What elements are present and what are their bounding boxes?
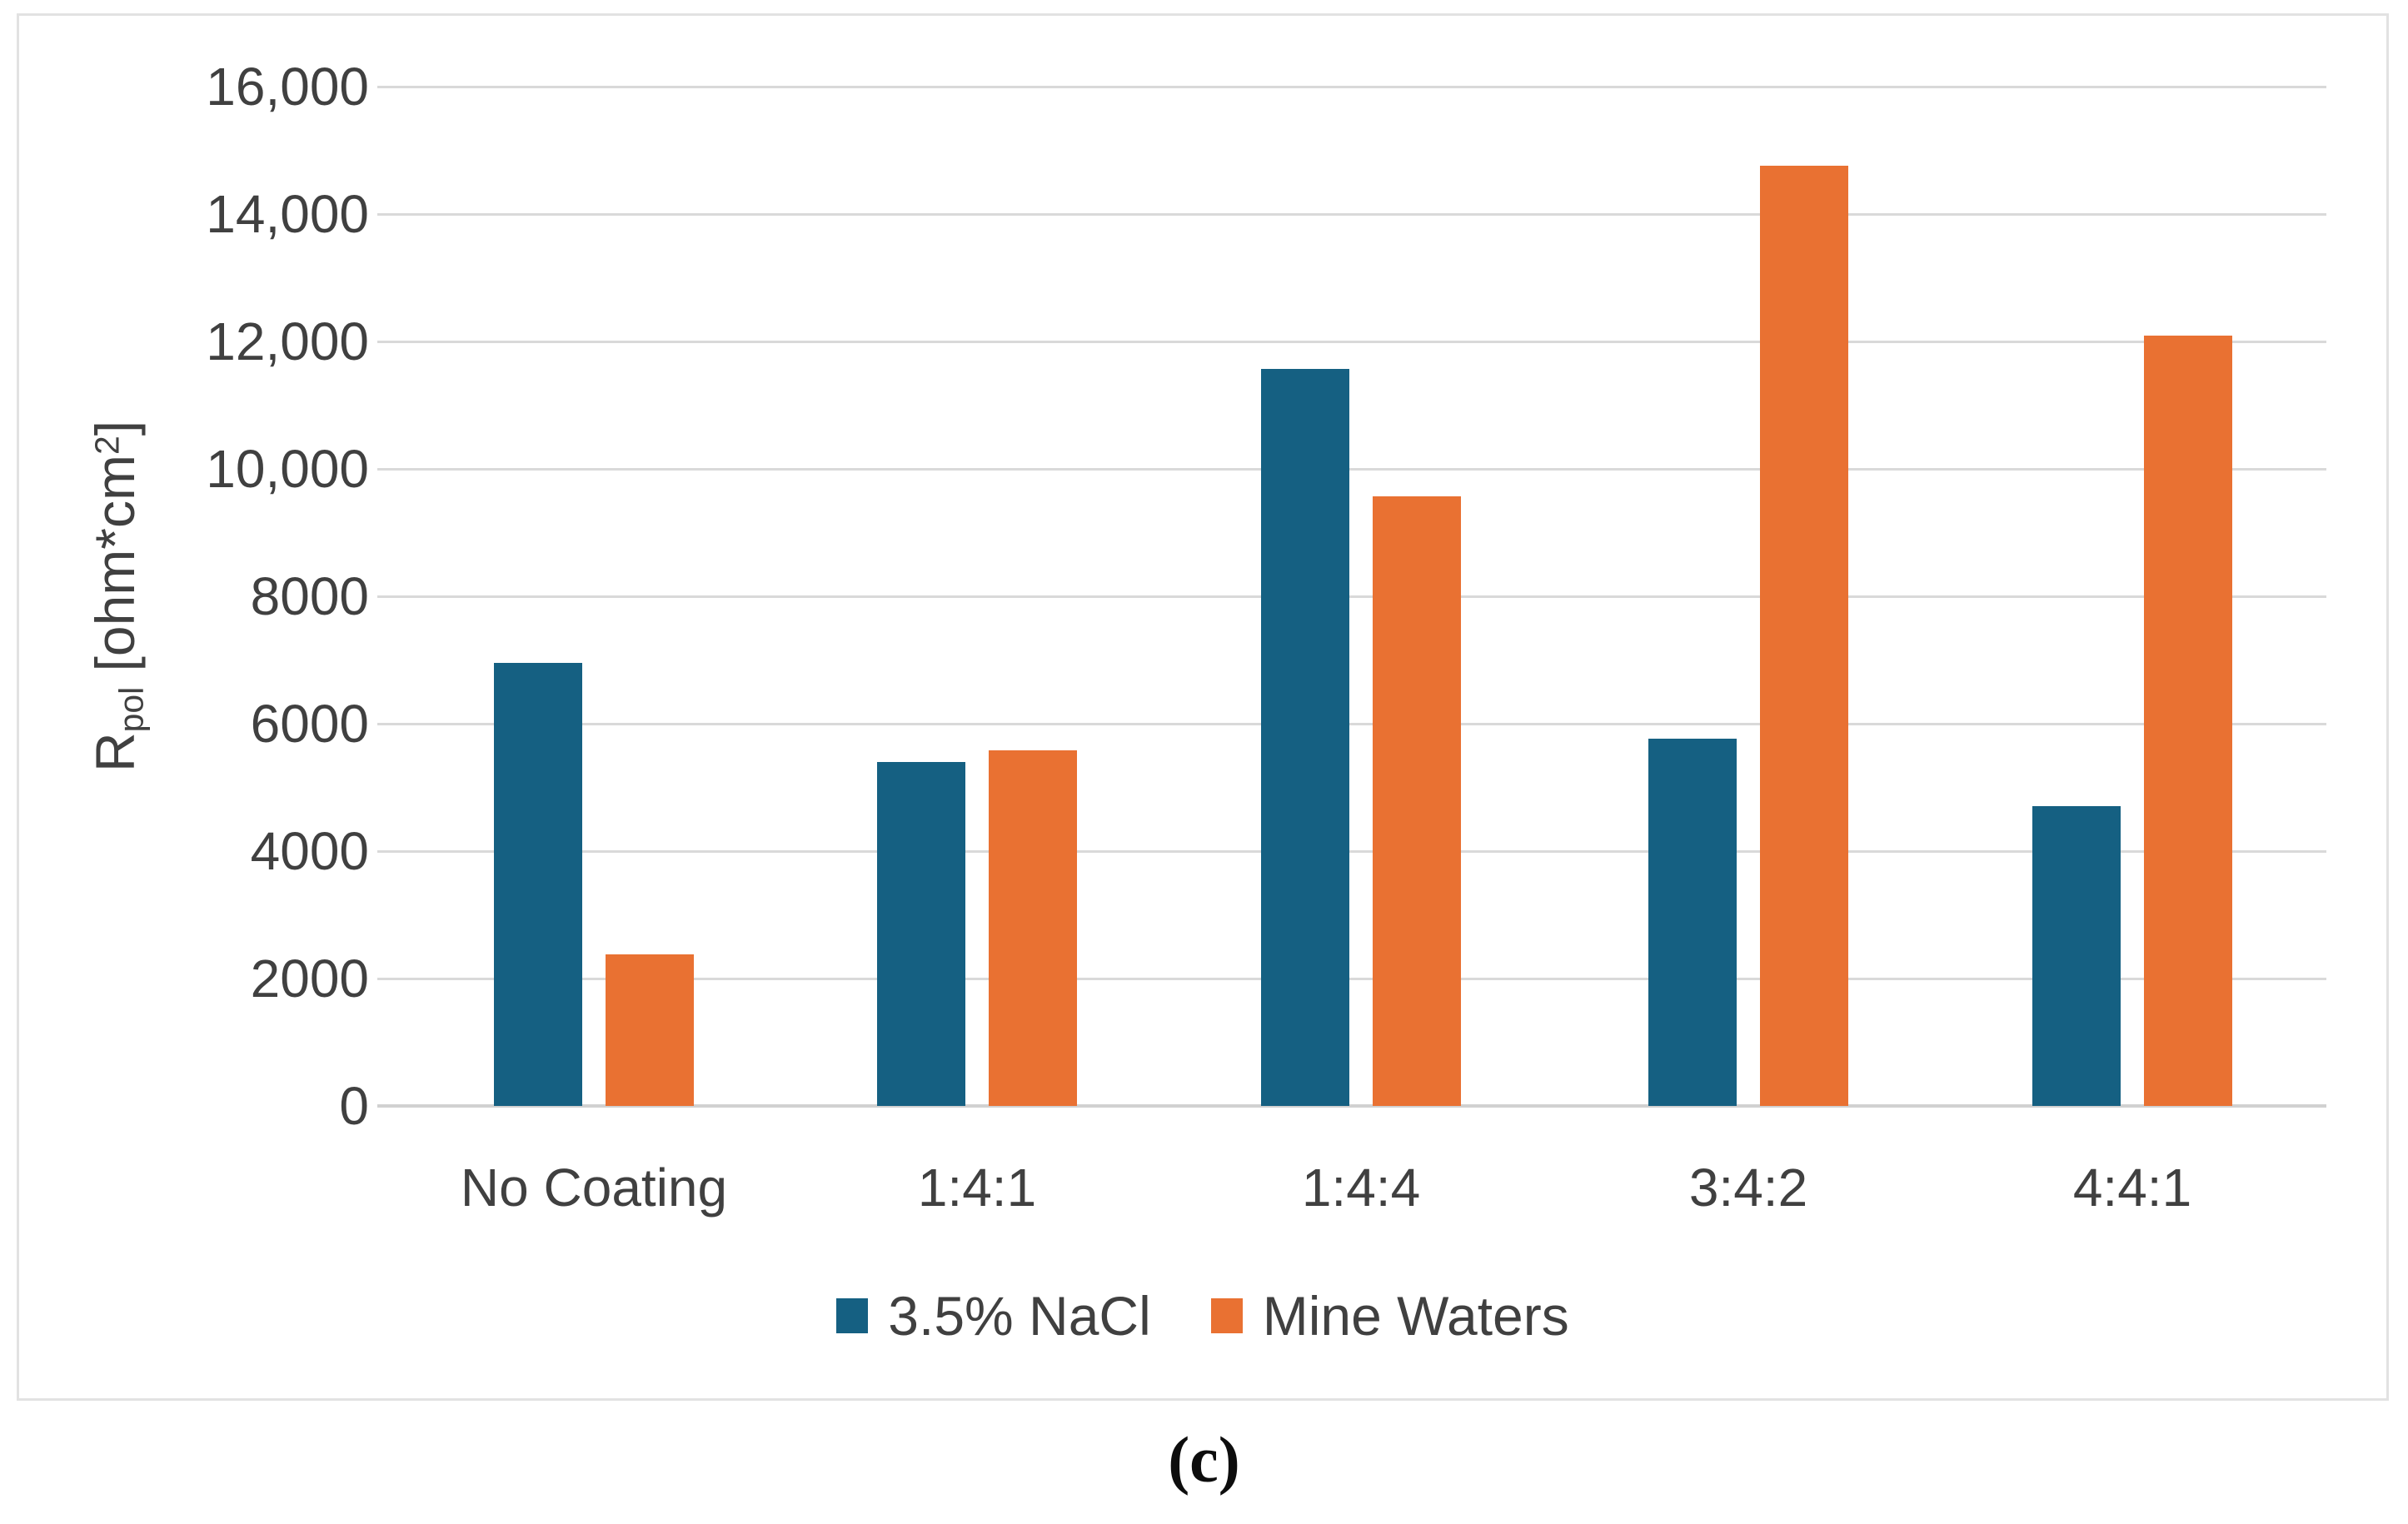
gridline-12000 xyxy=(377,341,2326,343)
figure-caption: (c) xyxy=(1168,1423,1240,1496)
gridline-6000 xyxy=(377,723,2326,725)
legend-item-mine-waters: Mine Waters xyxy=(1210,1285,1569,1347)
y-tick-label-0: 0 xyxy=(339,1076,369,1136)
y-tick-label-16000: 16,000 xyxy=(206,57,369,117)
bar-series0-1-4-4 xyxy=(1261,368,1349,1106)
bar-series0-4-4-1 xyxy=(2032,806,2121,1106)
y-tick-label-6000: 6000 xyxy=(250,694,369,754)
y-tick-label-12000: 12,000 xyxy=(206,311,369,371)
bar-series0-no-coating xyxy=(494,663,582,1106)
y-tick-label-4000: 4000 xyxy=(250,821,369,881)
legend-item-nacl: 3.5% NaCl xyxy=(836,1285,1151,1347)
bar-series1-1-4-4 xyxy=(1373,496,1461,1106)
legend-label-mine-waters: Mine Waters xyxy=(1262,1285,1569,1347)
x-category-label-1-4-4: 1:4:4 xyxy=(1301,1158,1421,1218)
legend-swatch-mine-waters-icon xyxy=(1210,1298,1243,1333)
y-tick-label-14000: 14,000 xyxy=(206,184,369,244)
bar-series0-1-4-1 xyxy=(877,761,965,1106)
bar-series1-no-coating xyxy=(606,954,694,1106)
x-category-label-4-4-1: 4:4:1 xyxy=(2072,1158,2192,1218)
bar-series1-1-4-1 xyxy=(989,750,1077,1106)
x-category-label-1-4-1: 1:4:1 xyxy=(917,1158,1037,1218)
gridline-4000 xyxy=(377,850,2326,853)
bar-series0-3-4-2 xyxy=(1648,738,1737,1106)
legend-swatch-nacl-icon xyxy=(836,1298,869,1333)
x-axis-line xyxy=(377,1104,2326,1108)
gridline-2000 xyxy=(377,978,2326,980)
x-category-label-3-4-2: 3:4:2 xyxy=(1688,1158,1808,1218)
plot-area xyxy=(377,86,2326,1108)
bar-series1-3-4-2 xyxy=(1760,165,1848,1106)
gridline-16000 xyxy=(377,86,2326,88)
gridline-10000 xyxy=(377,468,2326,471)
gridline-8000 xyxy=(377,595,2326,598)
legend: 3.5% NaCl Mine Waters xyxy=(19,1288,2386,1343)
y-tick-label-8000: 8000 xyxy=(250,566,369,626)
legend-label-nacl: 3.5% NaCl xyxy=(888,1285,1151,1347)
y-axis-title-end: ] xyxy=(84,420,147,436)
gridline-14000 xyxy=(377,213,2326,216)
y-tick-label-2000: 2000 xyxy=(250,949,369,1009)
bar-series1-4-4-1 xyxy=(2144,336,2232,1106)
chart-box: Rpol [ohm*cm2] 3.5% NaCl Mine Waters 0 20… xyxy=(17,13,2389,1401)
y-tick-label-10000: 10,000 xyxy=(206,439,369,499)
x-category-label-no-coating: No Coating xyxy=(460,1158,728,1218)
